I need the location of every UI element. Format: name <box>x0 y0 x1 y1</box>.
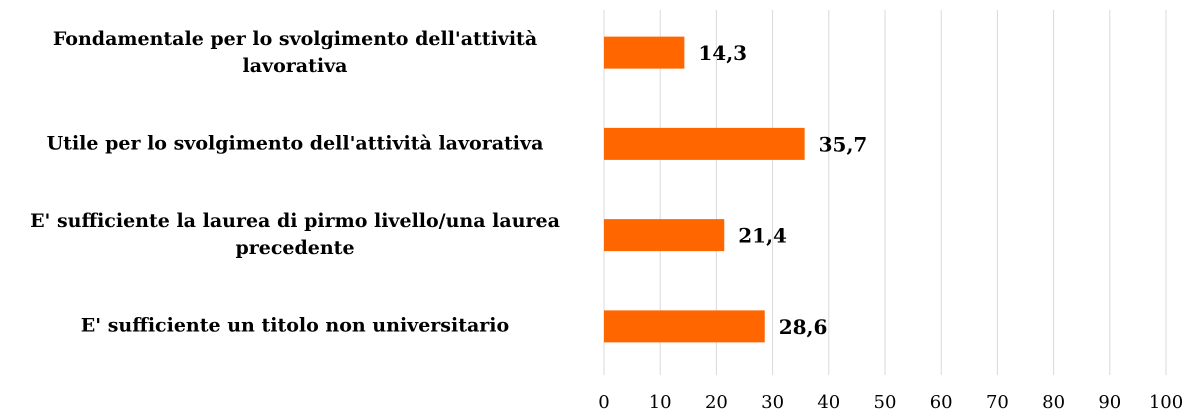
x-tick-label: 40 <box>817 392 840 413</box>
value-label: 35,7 <box>819 132 868 156</box>
category-label: Utile per lo svolgimento dell'attività l… <box>46 132 544 155</box>
bar <box>604 36 685 69</box>
x-tick-label: 100 <box>1149 392 1183 413</box>
x-tick-label: 50 <box>874 392 897 413</box>
x-tick-label: 70 <box>986 392 1009 413</box>
value-label: 14,3 <box>698 41 747 65</box>
category-label: Fondamentale per lo svolgimento dell'att… <box>52 27 538 77</box>
value-label: 28,6 <box>779 315 828 339</box>
x-tick-label: 60 <box>930 392 953 413</box>
bar <box>604 219 725 252</box>
x-tick-label: 90 <box>1098 392 1121 413</box>
category-label: E' sufficiente un titolo non universitar… <box>80 314 510 337</box>
category-label: E' sufficiente la laurea di pirmo livell… <box>30 210 560 260</box>
value-label: 21,4 <box>738 224 787 248</box>
x-tick-label: 0 <box>598 392 609 413</box>
x-tick-label: 10 <box>649 392 672 413</box>
x-tick-label: 30 <box>761 392 784 413</box>
bar <box>604 310 765 343</box>
x-tick-label: 20 <box>705 392 728 413</box>
bar <box>604 127 805 160</box>
x-tick-label: 80 <box>1042 392 1065 413</box>
